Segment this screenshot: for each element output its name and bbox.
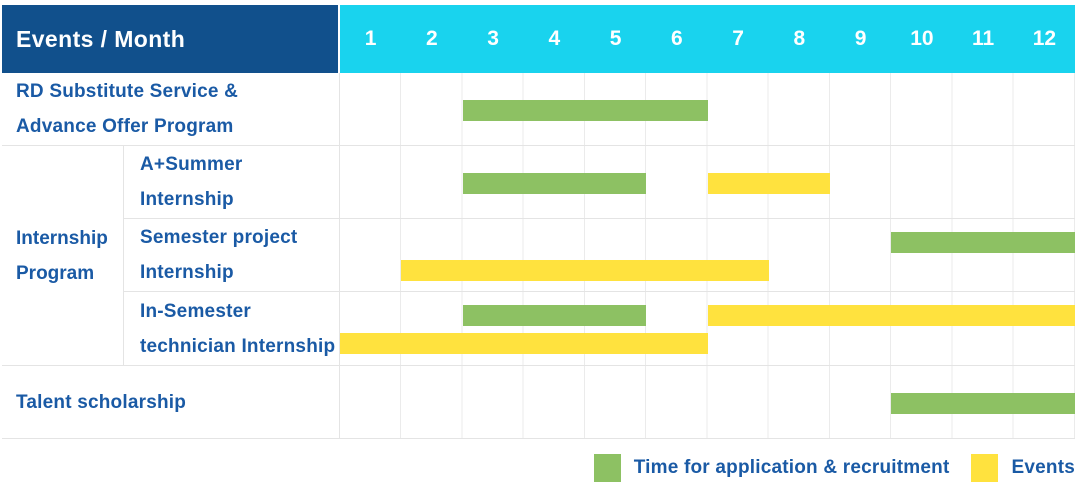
chart-area-rd-substitute-service xyxy=(340,73,1075,145)
month-label: 5 xyxy=(609,27,622,50)
month-label: 4 xyxy=(548,27,561,50)
row-label-line: Semester project xyxy=(140,227,298,248)
table-row-in-semester-technician-internship: In-Semester technician Internship xyxy=(124,292,1075,365)
row-label-line: RD Substitute Service & xyxy=(16,81,239,102)
month-header-10: 10 xyxy=(891,5,952,73)
month-label: 2 xyxy=(426,27,438,50)
month-header-11: 11 xyxy=(953,5,1014,73)
month-header-8: 8 xyxy=(769,5,830,73)
yellow-swatch-icon xyxy=(971,454,999,482)
row-label-line: A+Summer xyxy=(140,154,243,175)
month-header-9: 9 xyxy=(830,5,891,73)
group-label-internship-program: Internship Program xyxy=(2,146,124,365)
group-label-line: Program xyxy=(16,262,95,284)
legend-label-application-recruitment: Time for application & recruitment xyxy=(633,457,950,478)
row-label-line: Advance Offer Program xyxy=(16,116,234,137)
chart-area-semester-project-internship xyxy=(340,219,1075,291)
month-header-4: 4 xyxy=(524,5,585,73)
row-label-line: In-Semester xyxy=(140,300,251,322)
month-header-3: 3 xyxy=(463,5,524,73)
month-header-5: 5 xyxy=(585,5,646,73)
legend-item-application-recruitment: Time for application & recruitment xyxy=(593,454,950,482)
schedule-table: Events / Month 1 2 3 4 5 6 7 8 9 10 11 1… xyxy=(2,5,1075,439)
chart-area-in-semester-technician-internship xyxy=(340,292,1075,365)
month-label: 9 xyxy=(854,27,867,50)
month-header-1: 1 xyxy=(340,5,401,73)
legend-item-events: Events xyxy=(971,454,1075,482)
yellow-gantt-bar xyxy=(340,333,708,354)
month-header-12: 12 xyxy=(1014,5,1075,73)
month-label: 11 xyxy=(972,27,995,50)
row-label-line: Talent scholarship xyxy=(16,391,187,413)
chart-legend: Time for application & recruitment Event… xyxy=(593,454,1075,482)
row-label-semester-project-internship: Semester project Internship xyxy=(124,219,340,291)
row-label-line: Internship xyxy=(140,262,234,283)
month-label: 12 xyxy=(1032,27,1057,50)
month-label: 7 xyxy=(732,27,744,50)
table-row-a-plus-summer-internship: A+Summer Internship xyxy=(124,146,1075,219)
month-label: 3 xyxy=(487,27,499,50)
row-label-in-semester-technician-internship: In-Semester technician Internship xyxy=(124,292,340,365)
green-gantt-bar xyxy=(891,232,1075,253)
table-row-talent-scholarship: Talent scholarship xyxy=(2,366,1075,439)
yellow-gantt-bar xyxy=(707,173,830,194)
month-label: 1 xyxy=(364,27,377,50)
row-label-line: Internship xyxy=(140,189,234,210)
green-gantt-bar xyxy=(462,305,647,326)
header-events-month-cell: Events / Month xyxy=(2,5,338,73)
month-header-7: 7 xyxy=(708,5,769,73)
table-body: RD Substitute Service & Advance Offer Pr… xyxy=(2,73,1075,439)
chart-area-talent-scholarship xyxy=(340,366,1075,438)
row-label-a-plus-summer-internship: A+Summer Internship xyxy=(124,146,340,218)
table-row-rd-substitute-service: RD Substitute Service & Advance Offer Pr… xyxy=(2,73,1075,146)
row-label-talent-scholarship: Talent scholarship xyxy=(2,366,340,438)
row-label-rd-substitute-service: RD Substitute Service & Advance Offer Pr… xyxy=(2,73,340,145)
green-gantt-bar xyxy=(462,100,708,121)
green-gantt-bar xyxy=(462,173,647,194)
legend-label-events: Events xyxy=(1011,457,1075,478)
month-label: 10 xyxy=(910,27,934,50)
table-rowgroup-internship-program: Internship Program A+Summer Internship S… xyxy=(2,146,1075,366)
month-header-6: 6 xyxy=(646,5,707,73)
table-header-row: Events / Month 1 2 3 4 5 6 7 8 9 10 11 1… xyxy=(2,5,1075,73)
green-gantt-bar xyxy=(891,393,1075,414)
month-label: 6 xyxy=(671,27,683,50)
yellow-gantt-bar xyxy=(401,260,769,281)
month-header-strip: 1 2 3 4 5 6 7 8 9 10 11 12 xyxy=(340,5,1075,73)
group-label-line: Internship xyxy=(16,227,108,249)
header-title: Events / Month xyxy=(16,25,186,52)
month-header-2: 2 xyxy=(401,5,462,73)
month-label: 8 xyxy=(793,27,806,50)
yellow-gantt-bar xyxy=(707,305,1075,326)
internship-subrows: A+Summer Internship Semester project Int… xyxy=(124,146,1075,365)
green-swatch-icon xyxy=(593,454,621,482)
chart-area-a-plus-summer-internship xyxy=(340,146,1075,218)
row-label-line: technician Internship xyxy=(140,335,336,357)
table-row-semester-project-internship: Semester project Internship xyxy=(124,219,1075,292)
